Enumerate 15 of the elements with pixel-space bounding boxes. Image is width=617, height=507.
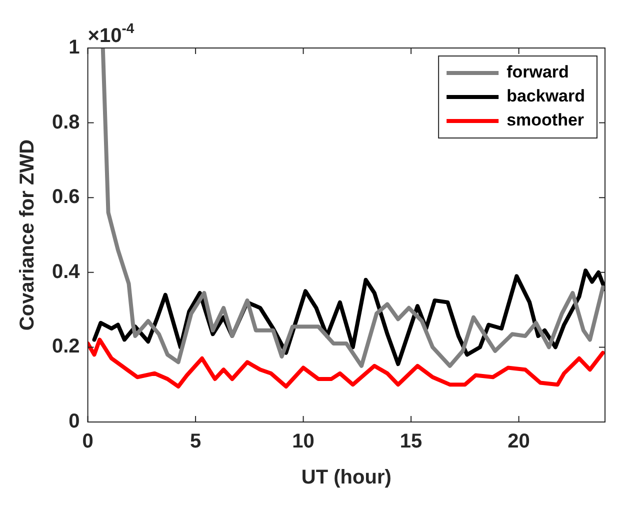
y-tick-label: 0.2 <box>52 336 80 358</box>
y-tick-label: 0.8 <box>52 111 80 134</box>
y-tick-label: 0.4 <box>52 260 81 283</box>
y-tick-label: 0.6 <box>52 186 80 208</box>
legend-label: smoother <box>506 110 584 130</box>
legend-label: backward <box>506 86 586 106</box>
x-tick-label: 10 <box>292 430 314 453</box>
y-tick-label: 0 <box>68 410 80 433</box>
x-axis-title: UT (hour) <box>301 466 392 489</box>
y-axis-title: Covariance for ZWD <box>16 139 39 331</box>
x-tick-label: 20 <box>508 430 530 453</box>
legend-label: forward <box>506 62 569 82</box>
x-tick-label: 5 <box>190 430 202 453</box>
x-tick-label: 15 <box>400 430 422 453</box>
y-tick-label: 1 <box>68 36 80 59</box>
